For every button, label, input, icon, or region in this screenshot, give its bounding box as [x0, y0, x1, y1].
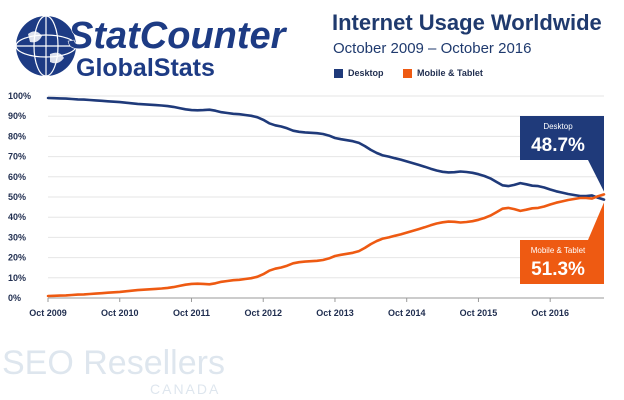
logo-subtitle: GlobalStats: [76, 54, 215, 82]
callout-value-desktop: 48.7%: [531, 135, 585, 156]
x-tick-label: Oct 2011: [173, 308, 210, 318]
y-tick-label: 40%: [8, 212, 26, 222]
series-line-mobile: [46, 193, 606, 298]
globe-icon: [15, 15, 77, 77]
legend-label-mobile: Mobile & Tablet: [417, 68, 483, 78]
y-tick-label: 10%: [8, 273, 26, 283]
y-tick-label: 20%: [8, 253, 26, 263]
y-tick-label: 80%: [8, 131, 26, 141]
legend-item-desktop: Desktop: [334, 68, 384, 78]
x-tick-label: Oct 2014: [388, 308, 426, 318]
y-tick-label: 100%: [8, 91, 31, 101]
line-chart: 0% 10% 20% 30% 40% 50% 60% 70% 80% 90% 100% Oct 200…: [8, 91, 606, 318]
x-tick-label: Oct 2010: [101, 308, 139, 318]
callout-box-mobile: [520, 202, 604, 284]
legend-label-desktop: Desktop: [348, 68, 384, 78]
watermark-logo: SEO Resellers CANADA: [2, 344, 225, 397]
x-tick-label: Oct 2009: [29, 308, 67, 318]
logo-wordmark: StatCounter: [68, 15, 288, 57]
x-tick-label: Oct 2012: [244, 308, 282, 318]
callout-label-desktop: Desktop: [543, 122, 573, 131]
watermark-line2: CANADA: [150, 381, 220, 397]
watermark-line1: SEO Resellers: [2, 344, 225, 382]
legend-item-mobile: Mobile & Tablet: [403, 68, 483, 78]
y-tick-label: 90%: [8, 111, 26, 121]
callout-value-mobile: 51.3%: [531, 259, 585, 280]
x-tick-label: Oct 2016: [531, 308, 569, 318]
y-tick-label: 50%: [8, 192, 26, 202]
page-title: Internet Usage Worldwide: [332, 10, 602, 35]
y-tick-label: 70%: [8, 152, 26, 162]
statcounter-logo: StatCounter GlobalStats: [15, 14, 288, 82]
y-tick-label: 0%: [8, 293, 21, 303]
x-tick-label: Oct 2013: [316, 308, 354, 318]
legend-swatch-desktop: [334, 68, 343, 78]
x-tick-label: Oct 2015: [460, 308, 498, 318]
callout-box-desktop: [520, 116, 604, 192]
y-tick-label: 30%: [8, 232, 26, 242]
page-subtitle: October 2009 – October 2016: [333, 40, 532, 57]
legend-swatch-mobile: [403, 68, 412, 78]
y-tick-label: 60%: [8, 172, 26, 182]
callout-label-mobile: Mobile & Tablet: [531, 246, 586, 255]
series-line-desktop: [46, 96, 606, 201]
